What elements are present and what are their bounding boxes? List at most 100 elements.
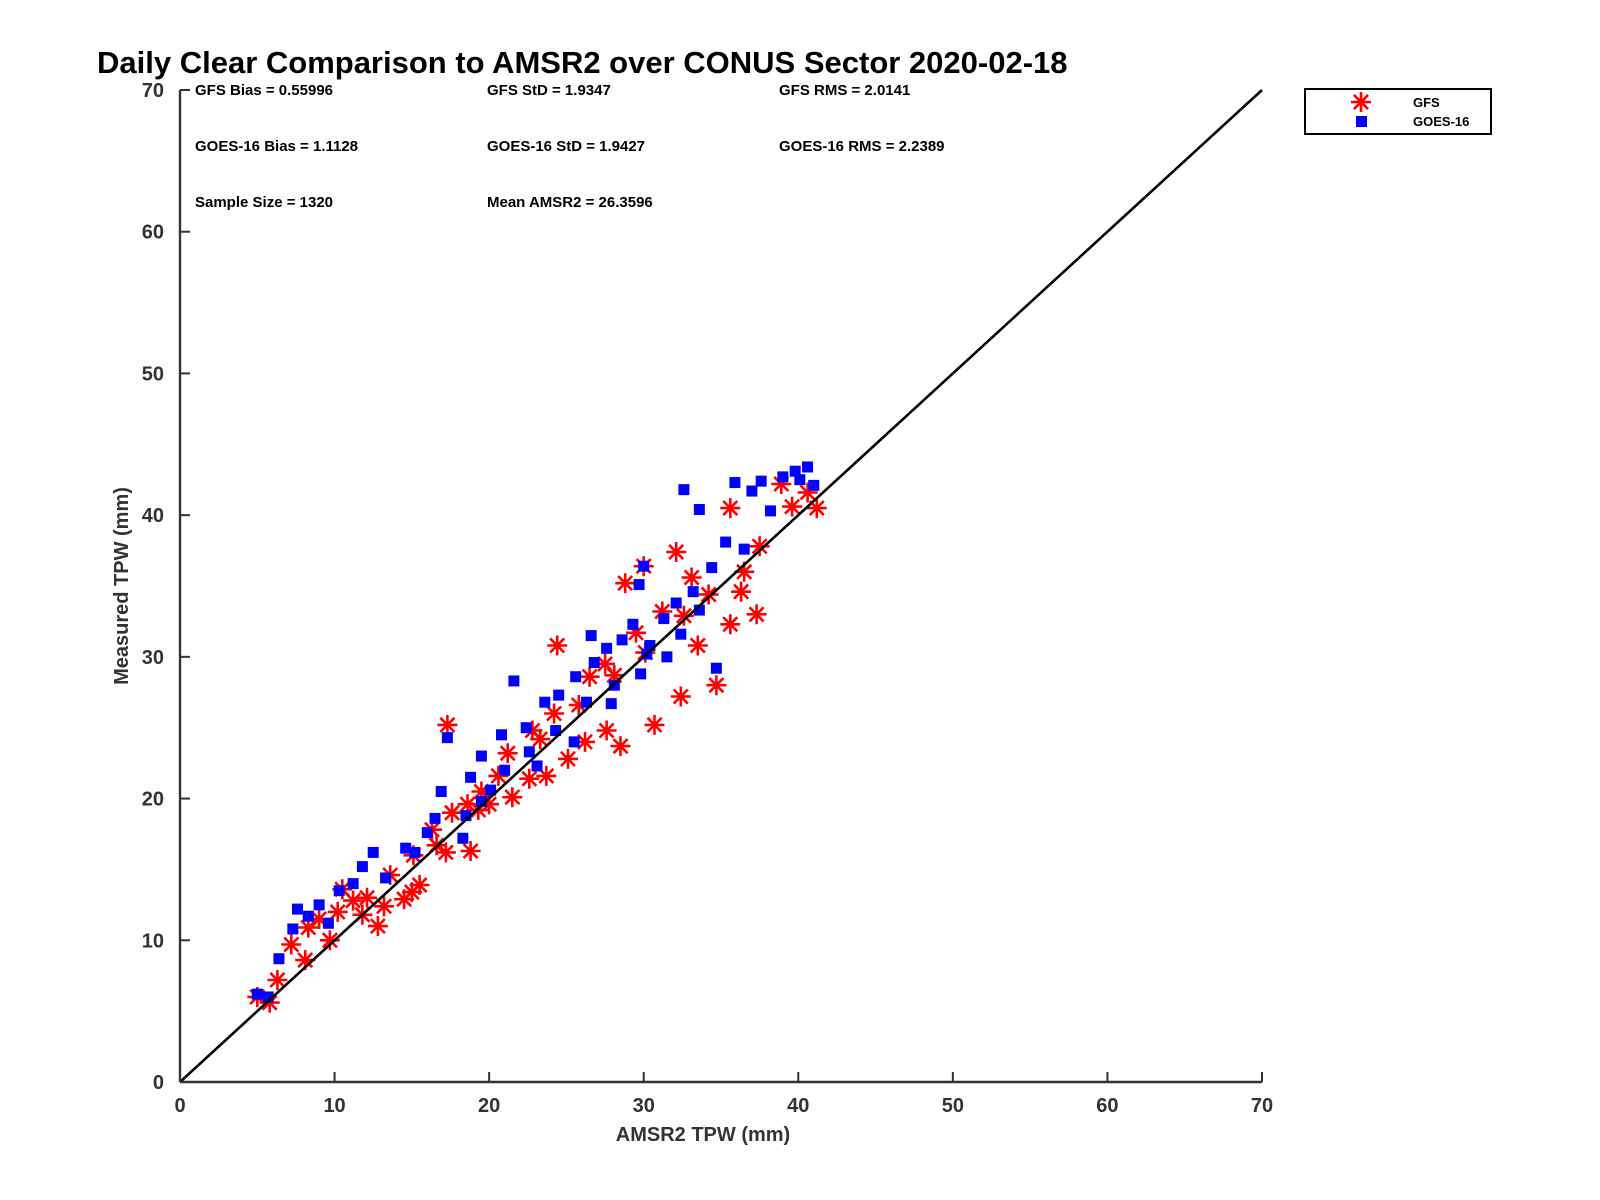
goes16-point	[460, 810, 472, 822]
goes16-point	[720, 536, 732, 548]
gfs-point	[519, 768, 540, 789]
goes16-point	[601, 642, 613, 654]
stat-text: GFS StD = 1.9347	[487, 82, 611, 99]
goes16-point	[706, 562, 718, 574]
goes16-point	[409, 846, 421, 858]
goes16-point	[421, 827, 433, 839]
goes16-point	[585, 630, 597, 642]
goes16-point	[661, 651, 673, 663]
y-tick-label: 70	[142, 80, 164, 102]
axes: AMSR2 TPW (mm) Measured TPW (mm) 0 10 20 30…	[111, 80, 1273, 1146]
goes16-point	[367, 846, 379, 858]
chart-title: Daily Clear Comparison to AMSR2 over CON…	[97, 45, 1068, 80]
goes16-point	[273, 953, 285, 965]
y-tick-label: 50	[142, 363, 164, 385]
gfs-point	[687, 635, 708, 656]
x-tick-label: 50	[942, 1095, 964, 1117]
stat-text: Sample Size = 1320	[195, 194, 333, 211]
plot-area	[179, 89, 1263, 1083]
stat-text: GFS Bias = 0.55996	[195, 82, 333, 99]
gfs-point	[367, 916, 388, 937]
goes16-point	[287, 923, 299, 935]
goes16-point	[400, 842, 412, 854]
gfs-point	[544, 703, 565, 724]
stat-text: GOES-16 RMS = 2.2389	[779, 138, 945, 155]
gfs-point	[558, 748, 578, 769]
gfs-point	[437, 714, 458, 735]
goes16-point	[627, 618, 639, 630]
gfs-point	[734, 561, 755, 582]
gfs-point	[479, 794, 500, 815]
goes16-point	[644, 640, 656, 652]
stat-text: GOES-16 Bias = 1.1128	[195, 138, 358, 155]
gfs-point	[731, 581, 752, 602]
goes16-point	[485, 784, 497, 796]
gfs-point	[652, 601, 673, 622]
gfs-point	[327, 901, 348, 922]
goes16-point	[435, 785, 447, 797]
x-tick-label: 0	[174, 1095, 185, 1117]
goes16-point	[322, 917, 334, 929]
goes16-point	[429, 812, 441, 824]
goes16-point	[638, 560, 650, 572]
gfs-point	[457, 794, 478, 815]
goes16-point	[520, 722, 532, 734]
goes16-point	[302, 910, 314, 922]
goes16-point	[605, 698, 617, 710]
x-tick-label: 30	[633, 1095, 655, 1117]
gfs-point	[720, 498, 741, 519]
legend-goes16-label: GOES-16	[1413, 114, 1469, 129]
gfs-point	[579, 666, 600, 687]
gfs-point	[681, 567, 702, 588]
gfs-point	[488, 765, 509, 786]
goes16-point	[441, 732, 453, 744]
goes16-point	[794, 474, 806, 486]
goes16-point	[291, 903, 303, 915]
legend-goes16-marker-icon	[1356, 116, 1367, 127]
goes16-point	[802, 461, 814, 473]
goes16-point	[729, 477, 741, 489]
goes16-point	[678, 484, 690, 496]
gfs-point	[568, 695, 589, 715]
legend: GFS GOES-16	[1304, 88, 1492, 135]
gfs-point	[394, 889, 415, 910]
goes16-point	[380, 872, 392, 884]
legend-gfs-label: GFS	[1413, 95, 1440, 110]
goes16-point	[356, 861, 368, 873]
goes16-point	[693, 503, 705, 515]
x-tick-label: 20	[478, 1095, 500, 1117]
gfs-point	[720, 614, 741, 635]
gfs-point	[522, 720, 543, 741]
gfs-point	[673, 605, 694, 626]
gfs-point	[460, 841, 481, 861]
gfs-point	[319, 930, 340, 951]
gfs-point	[596, 720, 617, 741]
goes16-point	[777, 471, 789, 483]
goes16-point	[553, 689, 565, 701]
y-tick-label: 10	[142, 930, 164, 952]
goes16-point	[755, 475, 767, 487]
y-tick-label: 60	[142, 222, 164, 244]
y-tick-label: 0	[153, 1072, 164, 1094]
x-tick-label: 60	[1096, 1095, 1118, 1117]
goes16-point	[658, 613, 670, 625]
gfs-point	[670, 686, 691, 707]
gfs-point	[357, 887, 377, 908]
gfs-point	[698, 584, 719, 605]
y-tick-label: 40	[142, 505, 164, 527]
goes16-point	[635, 668, 647, 680]
gfs-point	[797, 482, 818, 503]
gfs-point	[401, 882, 422, 903]
gfs-point	[575, 731, 595, 752]
goes16-point	[496, 729, 508, 741]
x-axis-label: AMSR2 TPW (mm)	[616, 1124, 790, 1146]
goes16-point	[499, 764, 511, 776]
gfs-point	[309, 909, 330, 929]
gfs-point	[806, 498, 827, 519]
gfs-point	[666, 542, 687, 562]
gfs-point	[626, 622, 646, 643]
goes16-point	[475, 750, 487, 762]
gfs-point	[442, 802, 462, 823]
gfs-point	[298, 917, 319, 938]
